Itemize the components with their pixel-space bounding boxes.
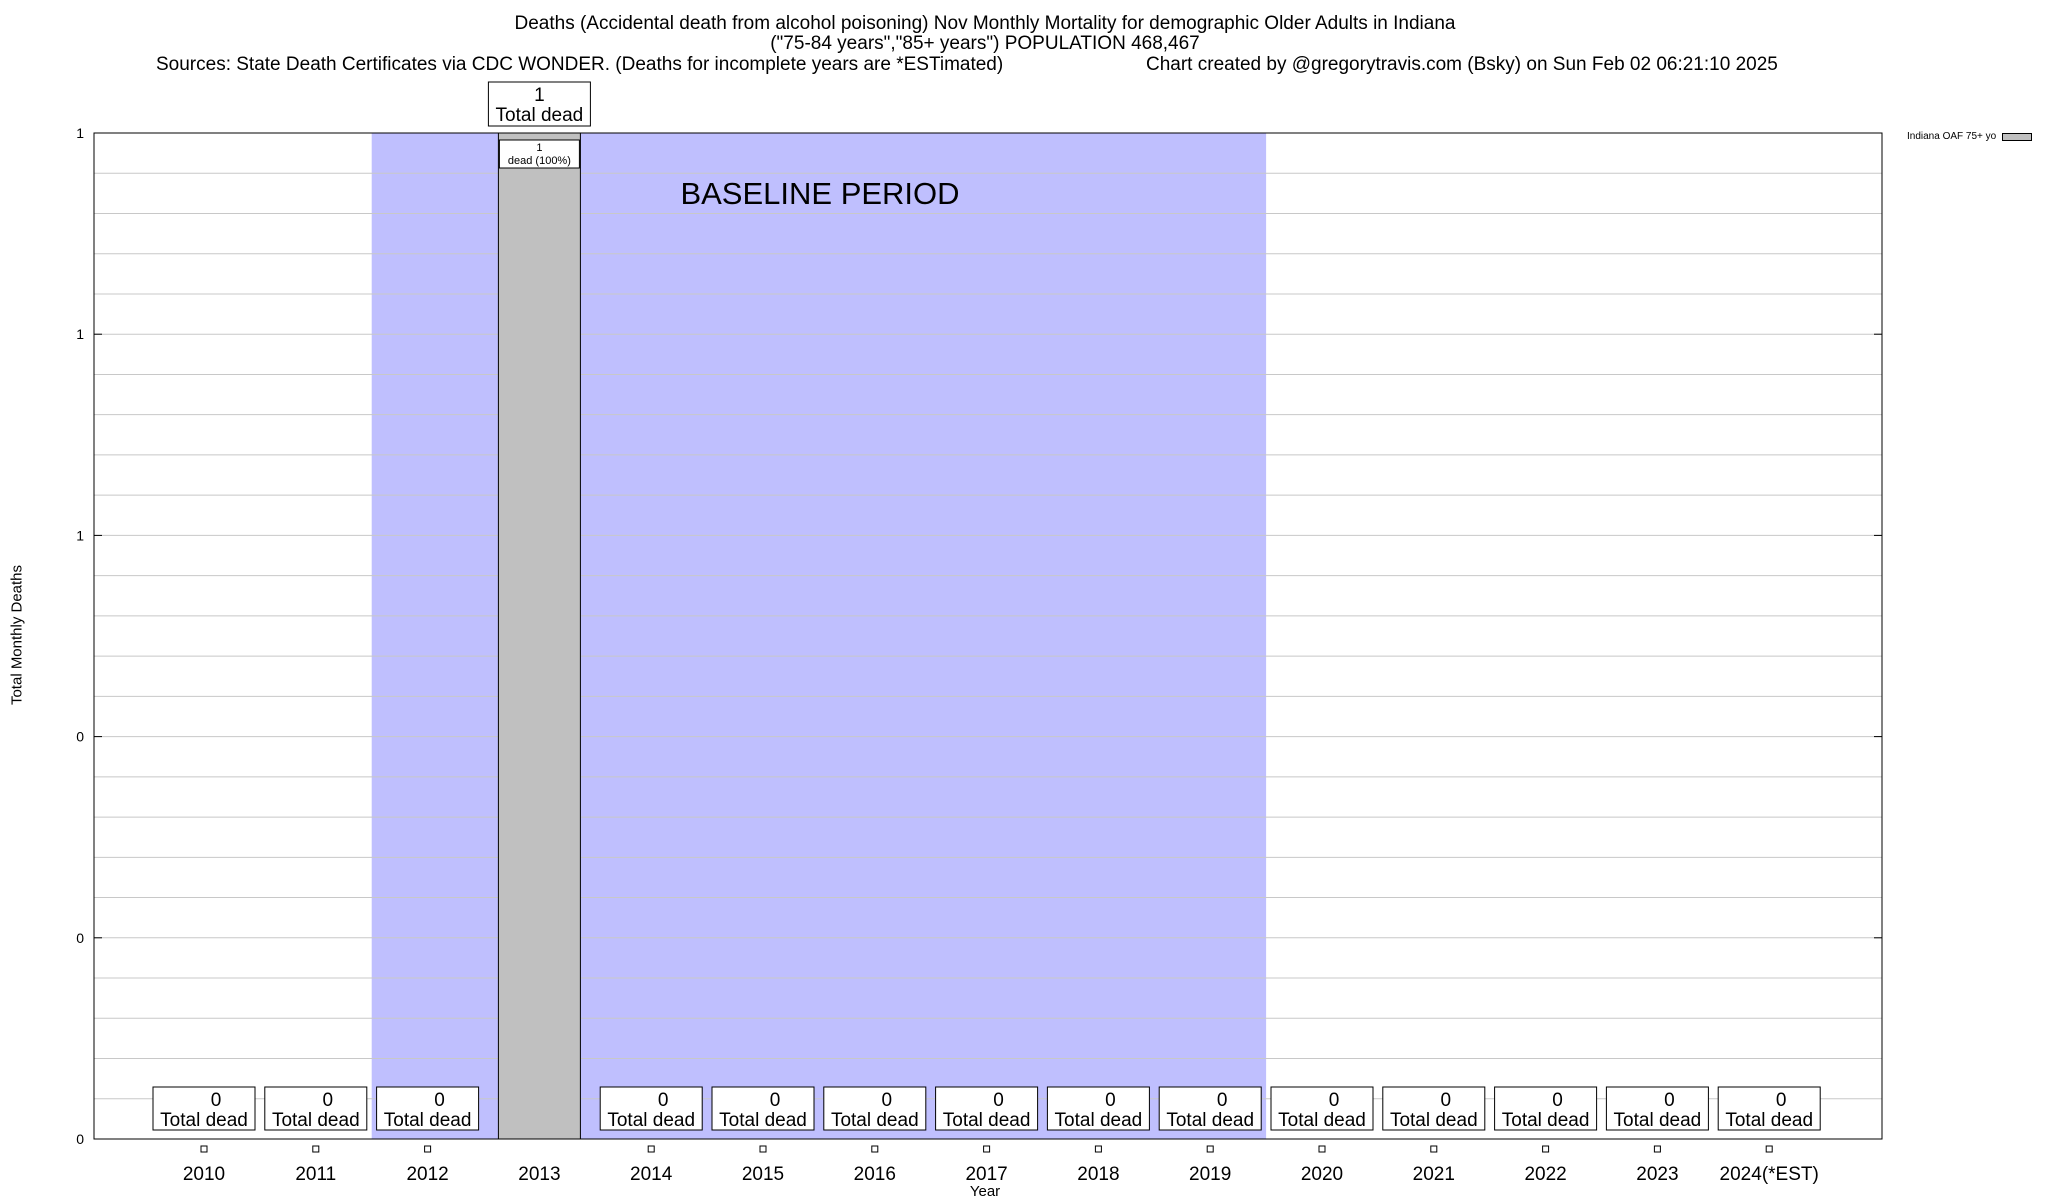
bar-total-box bbox=[1717, 1086, 1821, 1131]
baseline-period-label: BASELINE PERIOD bbox=[680, 176, 959, 211]
legend-swatch bbox=[2002, 132, 2033, 141]
bar-inner-label-box bbox=[498, 139, 580, 169]
x-tick-label: 2013 bbox=[518, 1164, 560, 1185]
bar-total-box bbox=[1046, 1086, 1150, 1131]
bar-total-value: 0 bbox=[770, 1090, 781, 1111]
bar-total-value: 0 bbox=[658, 1090, 669, 1111]
bar-zero-marker bbox=[200, 1145, 208, 1153]
bar-zero-marker bbox=[1653, 1145, 1661, 1153]
bar-total-label: Total dead bbox=[496, 105, 584, 126]
bar-total-box bbox=[1158, 1086, 1262, 1131]
bar-total-box bbox=[823, 1086, 927, 1131]
x-tick-label: 2010 bbox=[183, 1164, 225, 1185]
bar-total-box bbox=[487, 81, 591, 127]
bar-total-value: 0 bbox=[434, 1090, 445, 1111]
y-tick-label: 1 bbox=[76, 326, 84, 342]
x-tick-label: 2011 bbox=[295, 1164, 336, 1185]
bar-total-value: 0 bbox=[882, 1090, 893, 1111]
bar-total-label: Total dead bbox=[1055, 1110, 1143, 1131]
bar-zero-marker bbox=[1542, 1145, 1550, 1153]
bar-zero-marker bbox=[871, 1145, 879, 1153]
x-tick-label: 2020 bbox=[1301, 1164, 1343, 1185]
chart-title: Deaths (Accidental death from alcohol po… bbox=[514, 13, 1456, 34]
bar-total-box bbox=[152, 1086, 256, 1131]
x-tick-label: 2024(*EST) bbox=[1720, 1164, 1819, 1185]
bar-total-box bbox=[711, 1086, 815, 1131]
legend-label: Indiana OAF 75+ yo bbox=[1907, 131, 1997, 142]
bar-total-label: Total dead bbox=[1390, 1110, 1478, 1131]
bar-total-label: Total dead bbox=[1166, 1110, 1254, 1131]
x-tick-label: 2012 bbox=[406, 1164, 448, 1185]
x-axis-label: Year bbox=[969, 1183, 1001, 1200]
bar-total-label: Total dead bbox=[831, 1110, 919, 1131]
bar-total-value: 0 bbox=[1552, 1090, 1563, 1111]
bar-total-box bbox=[264, 1086, 368, 1131]
bar-zero-marker bbox=[1206, 1145, 1214, 1153]
bar-total-value: 0 bbox=[1329, 1090, 1340, 1111]
y-tick-label: 0 bbox=[76, 1131, 84, 1147]
bar-total-label: Total dead bbox=[1502, 1110, 1590, 1131]
y-tick-label: 1 bbox=[76, 527, 84, 543]
bar-zero-marker bbox=[983, 1145, 991, 1153]
bar-total-label: Total dead bbox=[1614, 1110, 1702, 1131]
bar-total-value: 0 bbox=[323, 1090, 334, 1111]
x-tick-label: 2019 bbox=[1189, 1164, 1231, 1185]
bar-total-box bbox=[1605, 1086, 1709, 1131]
bar-total-label: Total dead bbox=[1278, 1110, 1366, 1131]
bar-total-box bbox=[1382, 1086, 1486, 1131]
credit-note: Chart created by @gregorytravis.com (Bsk… bbox=[1146, 54, 1778, 75]
bar-total-value: 0 bbox=[1664, 1090, 1675, 1111]
x-tick-label: 2022 bbox=[1524, 1164, 1566, 1185]
bar-total-value: 0 bbox=[211, 1090, 222, 1111]
bar-total-box bbox=[1270, 1086, 1374, 1131]
bar-total-value: 0 bbox=[1217, 1090, 1228, 1111]
y-tick-label: 0 bbox=[76, 930, 84, 946]
chart-subtitle: ("75-84 years","85+ years") POPULATION 4… bbox=[770, 33, 1200, 54]
bar bbox=[497, 132, 581, 1140]
bar-zero-marker bbox=[1430, 1145, 1438, 1153]
bar-zero-marker bbox=[312, 1145, 320, 1153]
bar-total-label: Total dead bbox=[384, 1110, 472, 1131]
bar-zero-marker bbox=[1765, 1145, 1773, 1153]
x-tick-label: 2015 bbox=[742, 1164, 784, 1185]
x-tick-label: 2016 bbox=[854, 1164, 896, 1185]
bar-total-label: Total dead bbox=[272, 1110, 360, 1131]
x-tick-label: 2018 bbox=[1077, 1164, 1119, 1185]
bar-total-label: Total dead bbox=[719, 1110, 807, 1131]
bar-total-label: Total dead bbox=[943, 1110, 1031, 1131]
bar-total-label: Total dead bbox=[607, 1110, 695, 1131]
bar-total-value: 0 bbox=[1105, 1090, 1116, 1111]
bar-zero-marker bbox=[759, 1145, 767, 1153]
bar-total-value: 0 bbox=[993, 1090, 1004, 1111]
bar-total-label: Total dead bbox=[1725, 1110, 1813, 1131]
bar-inner-label: dead (100%) bbox=[508, 155, 571, 167]
bar-inner-value: 1 bbox=[536, 142, 542, 154]
bar-total-box bbox=[1494, 1086, 1598, 1131]
bar-zero-marker bbox=[1094, 1145, 1102, 1153]
bar-total-value: 0 bbox=[1441, 1090, 1452, 1111]
bar-zero-marker bbox=[424, 1145, 432, 1153]
bar-zero-marker bbox=[1318, 1145, 1326, 1153]
y-tick-label: 1 bbox=[76, 125, 84, 141]
bar-zero-marker bbox=[647, 1145, 655, 1153]
legend: Indiana OAF 75+ yo bbox=[1907, 131, 2033, 142]
x-tick-label: 2023 bbox=[1636, 1164, 1678, 1185]
bar-total-box bbox=[599, 1086, 703, 1131]
y-tick-label: 0 bbox=[76, 729, 84, 745]
sources-note: Sources: State Death Certificates via CD… bbox=[156, 54, 1004, 75]
bar-total-box bbox=[935, 1086, 1039, 1131]
bar-total-label: Total dead bbox=[160, 1110, 248, 1131]
x-tick-label: 2014 bbox=[630, 1164, 673, 1185]
x-tick-label: 2017 bbox=[965, 1164, 1007, 1185]
plot-frame bbox=[93, 132, 1883, 1140]
bar-total-value: 1 bbox=[534, 85, 545, 106]
x-tick-label: 2021 bbox=[1413, 1164, 1455, 1185]
bar-total-value: 0 bbox=[1776, 1090, 1787, 1111]
bar-total-box bbox=[376, 1086, 480, 1131]
